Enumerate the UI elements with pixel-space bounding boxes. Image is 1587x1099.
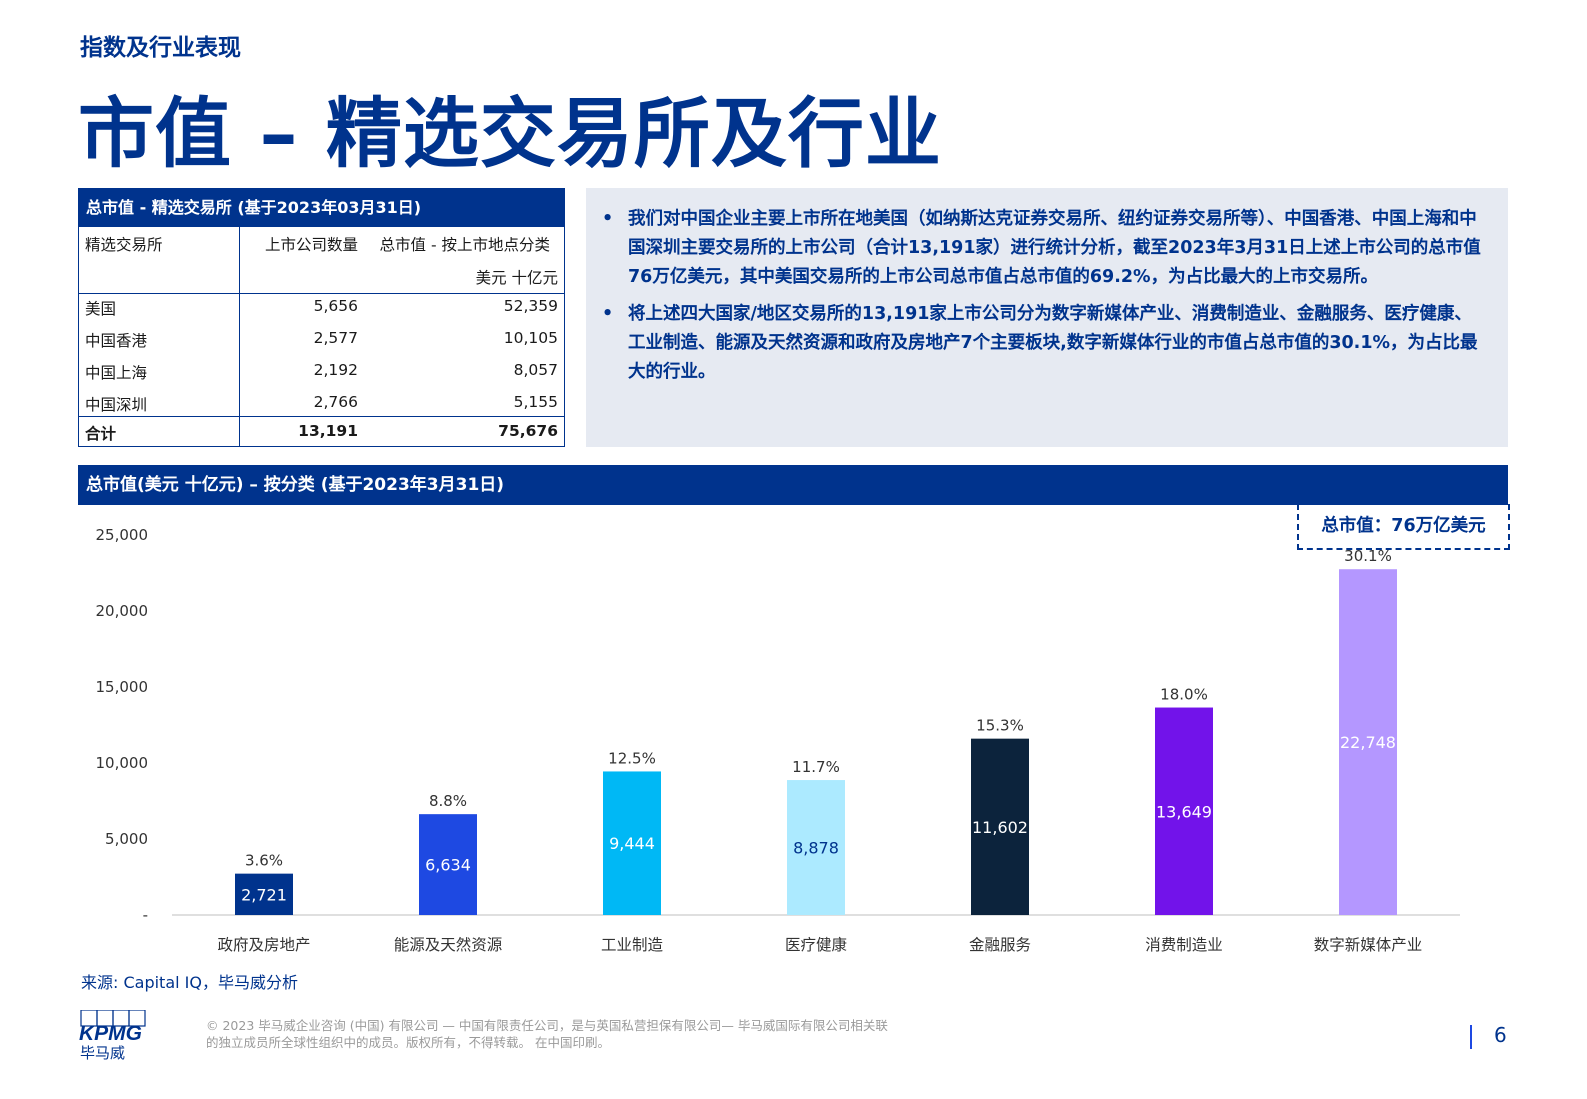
bar-group: 9,444 12.5% 工业制造 (601, 749, 664, 954)
row-exchange: 中国香港 (85, 332, 148, 350)
x-tick-label: 工业制造 (601, 936, 664, 954)
bar (1155, 707, 1213, 915)
total-divider (79, 416, 564, 417)
page-separator (1470, 1025, 1472, 1049)
info-bullet-text: 我们对中国企业主要上市所在地美国（如纳斯达克证券交易所、纽约证券交易所等）、中国… (628, 209, 1481, 287)
total-callout: 总市值：76万亿美元 (1297, 504, 1510, 550)
total-value: 75,676 (498, 422, 558, 440)
bar (419, 814, 477, 915)
chart-header: 总市值(美元 十亿元) – 按分类 (基于2023年3月31日) (78, 465, 1508, 505)
bar-value-label: 6,634 (425, 856, 471, 875)
row-value: 52,359 (503, 297, 558, 315)
col-header-value: 总市值 - 按上市地点分类 (379, 236, 550, 254)
row-value: 10,105 (503, 329, 558, 347)
y-tick-label: 10,000 (96, 754, 149, 772)
kpmg-logo-text: KPMG (79, 1022, 142, 1044)
y-tick-label: 15,000 (96, 678, 149, 696)
bar-share-label: 11.7% (792, 758, 840, 776)
y-tick-label: 20,000 (96, 602, 149, 620)
bullet-icon: • (602, 304, 614, 324)
market-cap-bar-chart: - 5,000 10,000 15,000 20,000 25,000 2,721 3.6%… (96, 526, 1460, 954)
bar-group: 2,721 3.6% 政府及房地产 (217, 852, 310, 954)
bar-share-label: 15.3% (976, 717, 1024, 735)
bar-share-label: 12.5% (608, 749, 656, 767)
row-count: 2,192 (313, 361, 358, 379)
bar-share-label: 18.0% (1160, 686, 1208, 704)
page-title: 市值 – 精选交易所及行业 (78, 89, 942, 178)
page-number: 6 (1494, 1023, 1507, 1047)
row-exchange: 中国深圳 (85, 396, 148, 414)
row-count: 2,766 (313, 393, 358, 411)
bar-group: 6,634 8.8% 能源及天然资源 (394, 792, 503, 954)
bar-group: 11,602 15.3% 金融服务 (969, 717, 1031, 954)
copyright-line: 的独立成员所全球性组织中的成员。版权所有，不得转载。 在中国印刷。 (206, 1035, 610, 1050)
bar-value-label: 11,602 (972, 818, 1028, 837)
unit-label: 美元 十亿元 (475, 269, 558, 287)
bar-group: 8,878 11.7% 医疗健康 (785, 758, 847, 954)
col-header-exchange: 精选交易所 (85, 236, 163, 254)
exchange-table: 总市值 - 精选交易所 (基于2023年03月31日) 精选交易所 上市公司数量… (78, 188, 565, 447)
x-tick-label: 金融服务 (969, 936, 1031, 954)
bar (235, 873, 293, 915)
row-count: 2,577 (313, 329, 358, 347)
bar (1339, 569, 1397, 915)
bar-group: 13,649 18.0% 消费制造业 (1145, 686, 1223, 954)
bar-value-label: 8,878 (793, 839, 839, 858)
x-tick-label: 政府及房地产 (217, 936, 310, 954)
total-count: 13,191 (298, 422, 358, 440)
x-tick-label: 医疗健康 (785, 936, 847, 954)
copyright-line: © 2023 毕马威企业咨询 (中国) 有限公司 — 中国有限责任公司，是与英国… (206, 1018, 888, 1033)
info-bullet: • 将上述四大国家/地区交易所的13,191家上市公司分为数字新媒体产业、消费制造… (600, 300, 1488, 387)
bar-value-label: 22,748 (1340, 733, 1396, 752)
bar (787, 780, 845, 915)
info-bullet-text: 将上述四大国家/地区交易所的13,191家上市公司分为数字新媒体产业、消费制造业… (628, 304, 1478, 382)
bar-share-label: 3.6% (245, 852, 283, 870)
bar (603, 771, 661, 915)
x-tick-label: 数字新媒体产业 (1314, 936, 1423, 954)
col-header-count: 上市公司数量 (264, 236, 358, 254)
copyright: © 2023 毕马威企业咨询 (中国) 有限公司 — 中国有限责任公司，是与英国… (206, 1017, 976, 1051)
row-count: 5,656 (313, 297, 358, 315)
bars: 2,721 3.6% 政府及房地产 6,634 8.8% 能源及天然资源 9,444 12.5… (217, 547, 1422, 954)
x-tick-label: 消费制造业 (1145, 936, 1223, 954)
row-value: 5,155 (513, 393, 558, 411)
bar-value-label: 2,721 (241, 885, 287, 904)
source-note: 来源: Capital IQ，毕马威分析 (81, 973, 298, 992)
bar-share-label: 8.8% (429, 792, 467, 810)
kpmg-chinese-name: 毕马威 (80, 1044, 126, 1062)
bar-group: 22,748 30.1% 数字新媒体产业 (1314, 547, 1423, 954)
info-box: • 我们对中国企业主要上市所在地美国（如纳斯达克证券交易所、纽约证券交易所等）、中… (586, 188, 1508, 447)
x-tick-label: 能源及天然资源 (394, 936, 503, 954)
y-axis: - 5,000 10,000 15,000 20,000 25,000 (96, 526, 1460, 924)
y-tick-label: 5,000 (105, 830, 148, 848)
bar (971, 738, 1029, 915)
total-label: 合计 (85, 425, 117, 443)
row-exchange: 中国上海 (85, 364, 148, 382)
section-label: 指数及行业表现 (80, 35, 241, 61)
y-tick-label: 25,000 (96, 526, 149, 544)
column-divider (239, 227, 240, 446)
bar-value-label: 13,649 (1156, 802, 1212, 821)
row-exchange: 美国 (85, 300, 117, 318)
exchange-table-title: 总市值 - 精选交易所 (基于2023年03月31日) (79, 189, 564, 227)
header-divider (79, 293, 564, 294)
info-bullet: • 我们对中国企业主要上市所在地美国（如纳斯达克证券交易所、纽约证券交易所等）、中… (600, 205, 1488, 292)
kpmg-logo: KPMG (79, 1010, 146, 1044)
bullet-icon: • (602, 209, 614, 229)
y-tick-label: - (143, 906, 148, 924)
bar-value-label: 9,444 (609, 834, 655, 853)
row-value: 8,057 (513, 361, 558, 379)
bar-share-label: 30.1% (1344, 547, 1392, 565)
